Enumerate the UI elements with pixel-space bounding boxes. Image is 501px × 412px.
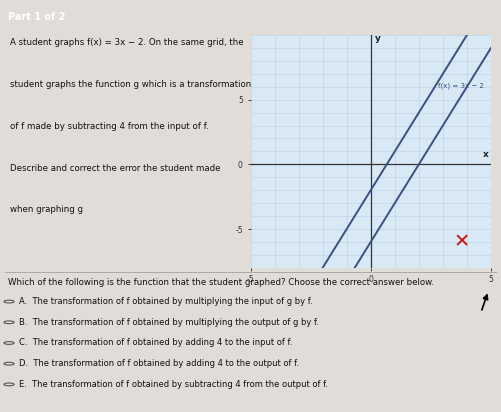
Text: Part 1 of 2: Part 1 of 2 [8, 12, 65, 22]
Text: f(x) = 3x − 2: f(x) = 3x − 2 [438, 83, 484, 89]
Text: A.  The transformation of f obtained by multiplying the input of g by f.: A. The transformation of f obtained by m… [19, 297, 313, 306]
Text: y: y [375, 35, 381, 44]
Text: Which of the following is the function that the student graphed? Choose the corr: Which of the following is the function t… [8, 278, 433, 287]
Text: student graphs the function g which is a transformation: student graphs the function g which is a… [10, 80, 252, 89]
Text: E.  The transformation of f obtained by subtracting 4 from the output of f.: E. The transformation of f obtained by s… [19, 380, 328, 389]
Text: Describe and correct the error the student made: Describe and correct the error the stude… [10, 164, 220, 173]
Text: of f made by subtracting 4 from the input of f.: of f made by subtracting 4 from the inpu… [10, 122, 209, 131]
Text: A student graphs f(x) = 3x − 2. On the same grid, the: A student graphs f(x) = 3x − 2. On the s… [10, 38, 243, 47]
Text: B.  The transformation of f obtained by multiplying the output of g by f.: B. The transformation of f obtained by m… [19, 318, 319, 327]
Text: x: x [483, 150, 489, 159]
Text: C.  The transformation of f obtained by adding 4 to the input of f.: C. The transformation of f obtained by a… [19, 339, 293, 347]
Text: when graphing g: when graphing g [10, 205, 83, 214]
Text: ✕: ✕ [454, 232, 470, 251]
Text: D.  The transformation of f obtained by adding 4 to the output of f.: D. The transformation of f obtained by a… [19, 359, 299, 368]
